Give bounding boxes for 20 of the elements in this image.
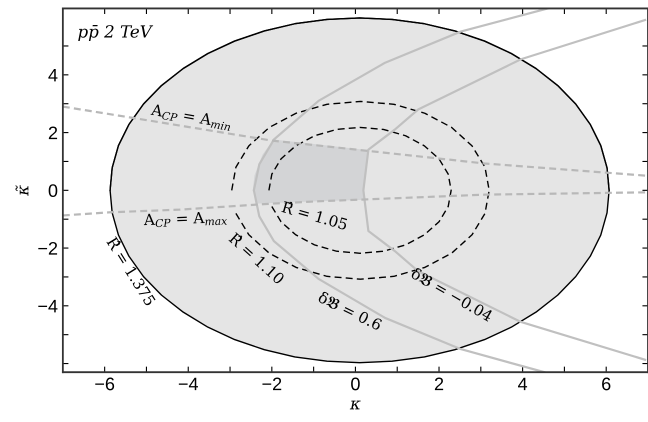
x-tick-label: 6 bbox=[602, 378, 610, 390]
x-axis-title: κ bbox=[350, 400, 361, 410]
annotation: A$_{CP}$ = A$_{min}$ bbox=[150, 104, 232, 132]
annotation: δ𝔅 = −0.04 bbox=[410, 266, 494, 322]
annotation: pp̄ 2 TeV bbox=[78, 25, 154, 41]
x-tick-label: 4 bbox=[518, 378, 528, 390]
x-tick-label: 0 bbox=[351, 378, 360, 390]
y-tick-label: 0 bbox=[48, 184, 58, 198]
x-tick-label: −4 bbox=[178, 378, 198, 390]
y-axis-title: κ̃ bbox=[15, 185, 28, 196]
annotation: A$_{CP}$ = A$_{max}$ bbox=[144, 211, 228, 228]
y-tick-label: −4 bbox=[38, 300, 58, 312]
y-tick-label: −2 bbox=[38, 242, 58, 255]
x-tick-label: −2 bbox=[262, 378, 282, 390]
y-tick-label: 4 bbox=[48, 68, 58, 82]
y-tick-label: 2 bbox=[48, 126, 58, 140]
x-tick-label: 2 bbox=[434, 378, 444, 390]
annotation: δ𝔅 = 0.6 bbox=[317, 290, 383, 331]
annotation: R̂ = 1.05 bbox=[281, 200, 348, 230]
x-tick-label: −6 bbox=[95, 378, 114, 390]
